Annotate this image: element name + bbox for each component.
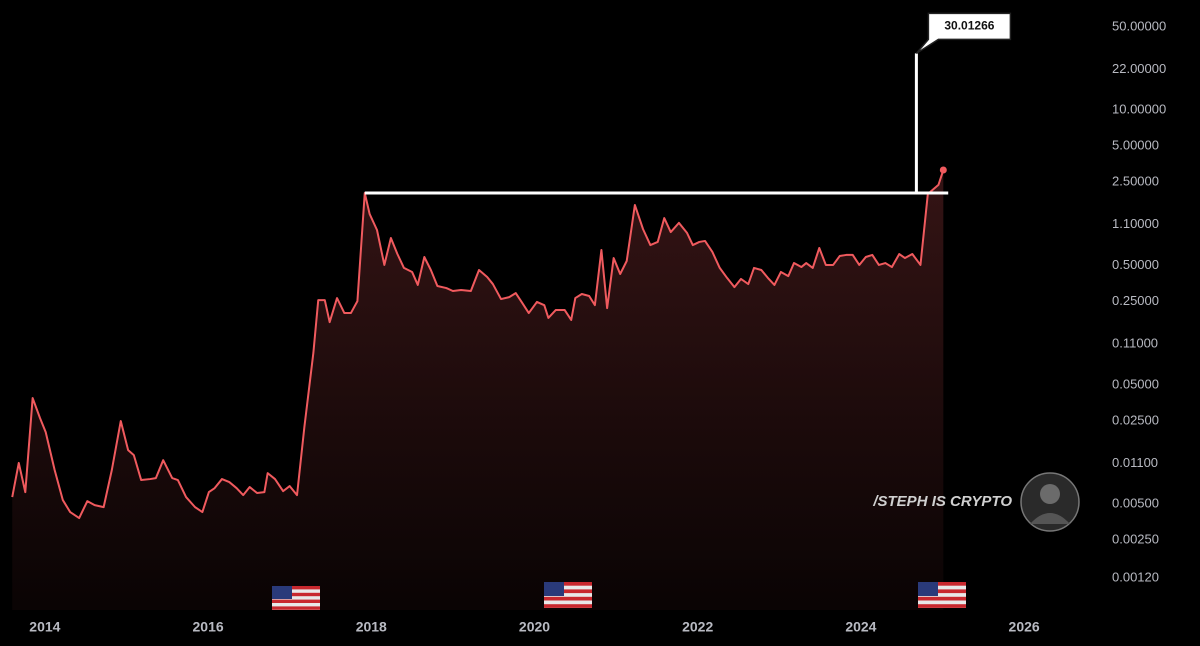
y-tick-label: 5.00000 [1112, 138, 1159, 153]
x-tick-label: 2022 [682, 619, 713, 635]
y-tick-label: 10.00000 [1112, 102, 1166, 117]
callout-box [915, 12, 1012, 54]
x-tick-label: 2026 [1009, 619, 1040, 635]
x-tick-label: 2018 [356, 619, 387, 635]
area [12, 170, 944, 610]
y-tick-label: 0.01100 [1112, 455, 1158, 470]
flag-icon [272, 586, 320, 610]
y-tick-label: 2.50000 [1112, 174, 1159, 189]
y-tick-label: 22.00000 [1112, 61, 1166, 76]
y-tick-label: 0.25000 [1112, 293, 1159, 308]
y-tick-label: 50.00000 [1112, 18, 1166, 33]
x-tick-label: 2014 [29, 619, 60, 635]
y-tick-label: 0.02500 [1112, 412, 1159, 427]
last-point [939, 166, 947, 174]
flag-icon [544, 582, 592, 608]
y-tick-label: 0.00500 [1112, 496, 1159, 511]
y-tick-label: 0.05000 [1112, 376, 1159, 391]
callout-label: 30.01266 [944, 19, 994, 33]
y-tick-label: 0.50000 [1112, 257, 1159, 272]
plot-area: 30.01266 [11, 12, 1012, 610]
line [11, 169, 945, 520]
avatar [1020, 472, 1080, 532]
watermark: /STEPH IS CRYPTO [872, 493, 1012, 510]
x-tick-label: 2020 [519, 619, 550, 635]
y-tick-label: 0.11000 [1112, 335, 1158, 350]
y-tick-label: 0.00120 [1112, 570, 1159, 585]
flag-icon [918, 582, 966, 608]
x-tick-label: 2024 [845, 619, 876, 635]
x-tick-label: 2016 [193, 619, 224, 635]
y-tick-label: 1.10000 [1112, 216, 1159, 231]
y-tick-label: 0.00250 [1112, 532, 1159, 547]
